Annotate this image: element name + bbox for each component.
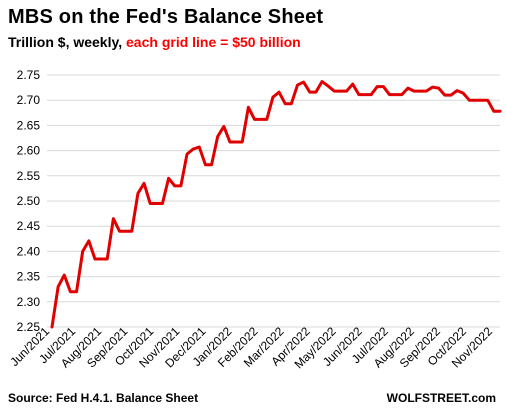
y-axis-ticks: 2.25 2.30 2.35 2.40 2.45 2.50 2.55 2.60 2.65 2.70… xyxy=(17,68,41,334)
chart-title: MBS on the Fed's Balance Sheet xyxy=(8,6,324,28)
x-axis-ticks: Jun/2021Jul/2021Aug/2021Sep/2021Oct/2021… xyxy=(7,324,495,371)
brand-label: WOLFSTREET.com xyxy=(386,391,496,405)
subtitle-highlight: each grid line = $50 billion xyxy=(126,34,301,50)
y-tick-label: 2.55 xyxy=(17,169,41,183)
series-line-0 xyxy=(50,80,502,329)
chart-subtitle: Trillion $, weekly, each grid line = $50… xyxy=(8,34,301,50)
y-tick-label: 2.25 xyxy=(17,320,41,334)
grid-lines xyxy=(47,74,500,328)
subtitle-prefix: Trillion $, weekly, xyxy=(8,34,127,50)
y-tick-label: 2.35 xyxy=(17,270,41,284)
source-note: Source: Fed H.4.1. Balance Sheet xyxy=(8,391,199,405)
y-tick-label: 2.45 xyxy=(17,219,41,233)
y-tick-label: 2.40 xyxy=(17,244,41,258)
y-tick-label: 2.30 xyxy=(17,295,41,309)
y-tick-label: 2.50 xyxy=(17,194,41,208)
y-tick-label: 2.60 xyxy=(17,144,41,158)
y-tick-label: 2.65 xyxy=(17,118,41,132)
y-tick-label: 2.75 xyxy=(17,68,41,82)
y-tick-label: 2.70 xyxy=(17,93,41,107)
series-layer xyxy=(50,80,502,329)
